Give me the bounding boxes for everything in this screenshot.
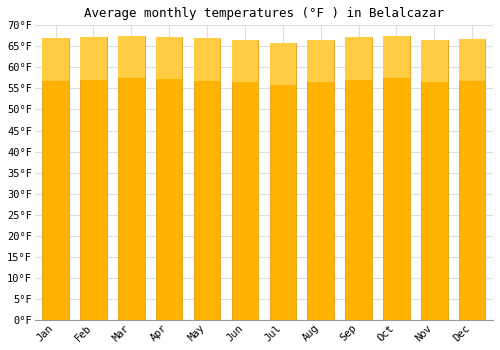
- Bar: [270, 43, 296, 84]
- Bar: [42, 38, 69, 320]
- Bar: [80, 37, 106, 80]
- Bar: [118, 36, 144, 78]
- Bar: [156, 37, 182, 79]
- Bar: [232, 40, 258, 320]
- Bar: [118, 36, 144, 320]
- Bar: [346, 37, 372, 80]
- Bar: [194, 38, 220, 80]
- Title: Average monthly temperatures (°F ) in Belalcazar: Average monthly temperatures (°F ) in Be…: [84, 7, 444, 20]
- Bar: [421, 41, 448, 320]
- Bar: [232, 40, 258, 82]
- Bar: [270, 43, 296, 320]
- Bar: [42, 38, 69, 80]
- Bar: [421, 41, 448, 82]
- Bar: [383, 36, 409, 78]
- Bar: [156, 37, 182, 320]
- Bar: [459, 39, 485, 320]
- Bar: [80, 37, 106, 320]
- Bar: [308, 40, 334, 320]
- Bar: [346, 37, 372, 320]
- Bar: [383, 36, 409, 320]
- Bar: [194, 38, 220, 320]
- Bar: [459, 39, 485, 81]
- Bar: [308, 40, 334, 82]
